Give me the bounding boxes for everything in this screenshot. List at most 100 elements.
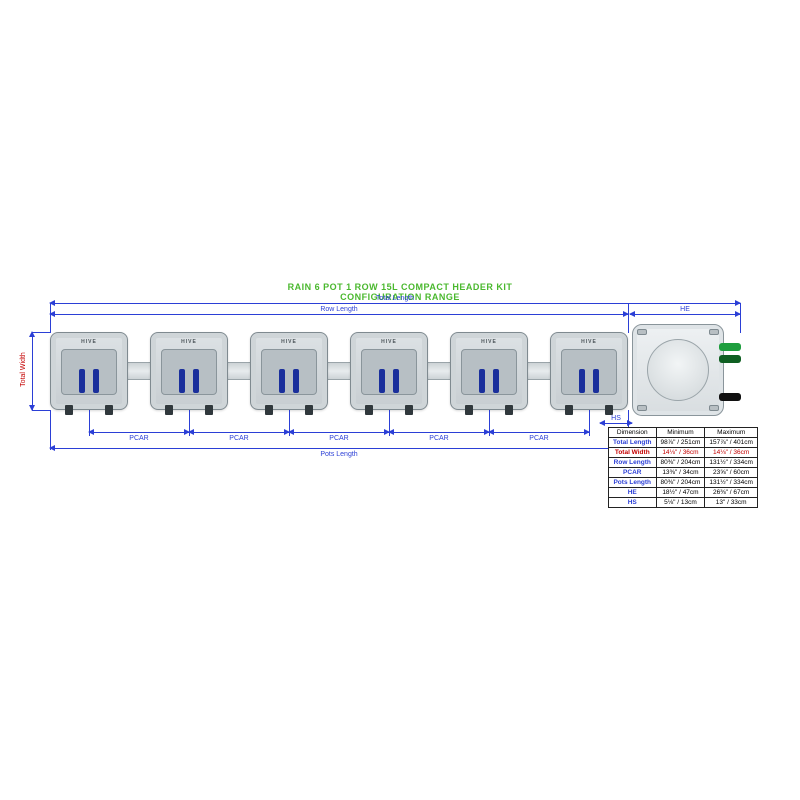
dim-label-pcar: PCAR bbox=[529, 435, 548, 442]
pot-body bbox=[61, 349, 117, 395]
header-clip bbox=[709, 405, 719, 411]
cell-max: 23⅝" / 60cm bbox=[705, 468, 758, 478]
pot-unit: HIVE bbox=[450, 332, 528, 410]
pot-foot bbox=[465, 405, 473, 415]
pipe-rail bbox=[50, 362, 625, 380]
row-label: HS bbox=[609, 498, 657, 508]
header-tank bbox=[647, 339, 709, 401]
pot-dripper bbox=[579, 369, 585, 393]
pot-dripper bbox=[479, 369, 485, 393]
header-unit bbox=[632, 324, 724, 416]
cell-min: 5⅛" / 13cm bbox=[656, 498, 705, 508]
row-label: HE bbox=[609, 488, 657, 498]
pot-brand-label: HIVE bbox=[151, 339, 227, 345]
row-label: Total Width bbox=[609, 448, 657, 458]
table-row: HS 5⅛" / 13cm 13" / 33cm bbox=[609, 498, 758, 508]
cell-max: 131½" / 334cm bbox=[705, 478, 758, 488]
pot-dripper bbox=[179, 369, 185, 393]
cell-min: 18½" / 47cm bbox=[656, 488, 705, 498]
dim-label-pcar: PCAR bbox=[329, 435, 348, 442]
th-minimum: Minimum bbox=[656, 428, 705, 438]
pot-unit: HIVE bbox=[350, 332, 428, 410]
table-row: Pots Length 80⅜" / 204cm 131½" / 334cm bbox=[609, 478, 758, 488]
pot-brand-label: HIVE bbox=[51, 339, 127, 345]
dim-total-width bbox=[32, 332, 33, 410]
cell-min: 13⅜" / 34cm bbox=[656, 468, 705, 478]
cell-max: 26⅜" / 67cm bbox=[705, 488, 758, 498]
pot-brand-label: HIVE bbox=[551, 339, 627, 345]
pot-body bbox=[561, 349, 617, 395]
pot-dripper bbox=[379, 369, 385, 393]
row-label: Total Length bbox=[609, 438, 657, 448]
ext-line bbox=[50, 303, 51, 333]
pot-foot bbox=[205, 405, 213, 415]
pot-dripper bbox=[593, 369, 599, 393]
table-row: Total Width 14⅛" / 36cm 14⅛" / 36cm bbox=[609, 448, 758, 458]
dim-label-he: HE bbox=[680, 306, 690, 313]
ext-line bbox=[50, 410, 51, 450]
dim-label-pcar: PCAR bbox=[129, 435, 148, 442]
pot-dripper bbox=[93, 369, 99, 393]
title-line1: RAIN 6 POT 1 ROW 15L COMPACT HEADER KIT bbox=[288, 282, 513, 292]
pot-unit: HIVE bbox=[250, 332, 328, 410]
header-port-black bbox=[719, 393, 741, 401]
pot-brand-label: HIVE bbox=[351, 339, 427, 345]
row-label: Pots Length bbox=[609, 478, 657, 488]
table-row: PCAR 13⅜" / 34cm 23⅝" / 60cm bbox=[609, 468, 758, 478]
pot-brand-label: HIVE bbox=[451, 339, 527, 345]
pot-body bbox=[461, 349, 517, 395]
pot-foot bbox=[65, 405, 73, 415]
cell-max: 14⅛" / 36cm bbox=[705, 448, 758, 458]
cell-min: 80⅜" / 204cm bbox=[656, 478, 705, 488]
dim-he bbox=[630, 314, 740, 315]
pot-foot bbox=[605, 405, 613, 415]
pot-foot bbox=[105, 405, 113, 415]
dim-pots-length bbox=[50, 448, 628, 449]
dimension-table: Dimension Minimum Maximum Total Length 9… bbox=[608, 427, 758, 508]
dim-pcar bbox=[289, 432, 389, 433]
pot-foot bbox=[505, 405, 513, 415]
dim-row-length bbox=[50, 314, 628, 315]
pot-body bbox=[361, 349, 417, 395]
dim-label-hs: HS bbox=[611, 415, 621, 422]
th-dimension: Dimension bbox=[609, 428, 657, 438]
ext-line bbox=[740, 303, 741, 333]
pot-body bbox=[161, 349, 217, 395]
cell-min: 98⅞" / 251cm bbox=[656, 438, 705, 448]
dim-pcar bbox=[89, 432, 189, 433]
row-label: PCAR bbox=[609, 468, 657, 478]
dim-total-length bbox=[50, 303, 740, 304]
dim-pcar bbox=[189, 432, 289, 433]
pot-dripper bbox=[193, 369, 199, 393]
table-header-row: Dimension Minimum Maximum bbox=[609, 428, 758, 438]
dim-label-total-length: Total Length bbox=[376, 295, 414, 302]
dim-label-pcar: PCAR bbox=[229, 435, 248, 442]
pot-dripper bbox=[493, 369, 499, 393]
row-label: Row Length bbox=[609, 458, 657, 468]
dim-label-row-length: Row Length bbox=[320, 306, 357, 313]
header-clip bbox=[637, 405, 647, 411]
pot-dripper bbox=[393, 369, 399, 393]
pot-dripper bbox=[279, 369, 285, 393]
dim-pcar bbox=[389, 432, 489, 433]
pot-brand-label: HIVE bbox=[251, 339, 327, 345]
dim-label-pcar: PCAR bbox=[429, 435, 448, 442]
pot-unit: HIVE bbox=[50, 332, 128, 410]
ext-line bbox=[32, 332, 50, 333]
ext-line bbox=[628, 303, 629, 333]
pot-dripper bbox=[79, 369, 85, 393]
cell-max: 131½" / 334cm bbox=[705, 458, 758, 468]
pot-body bbox=[261, 349, 317, 395]
dim-pcar bbox=[489, 432, 589, 433]
table-row: Row Length 80⅜" / 204cm 131½" / 334cm bbox=[609, 458, 758, 468]
th-maximum: Maximum bbox=[705, 428, 758, 438]
header-port-darkgreen bbox=[719, 355, 741, 363]
pot-foot bbox=[365, 405, 373, 415]
header-clip bbox=[709, 329, 719, 335]
pot-foot bbox=[565, 405, 573, 415]
cell-min: 80⅜" / 204cm bbox=[656, 458, 705, 468]
pot-dripper bbox=[293, 369, 299, 393]
dim-label-total-width: Total Width bbox=[20, 352, 27, 387]
pot-unit: HIVE bbox=[550, 332, 628, 410]
cell-max: 157⅞" / 401cm bbox=[705, 438, 758, 448]
